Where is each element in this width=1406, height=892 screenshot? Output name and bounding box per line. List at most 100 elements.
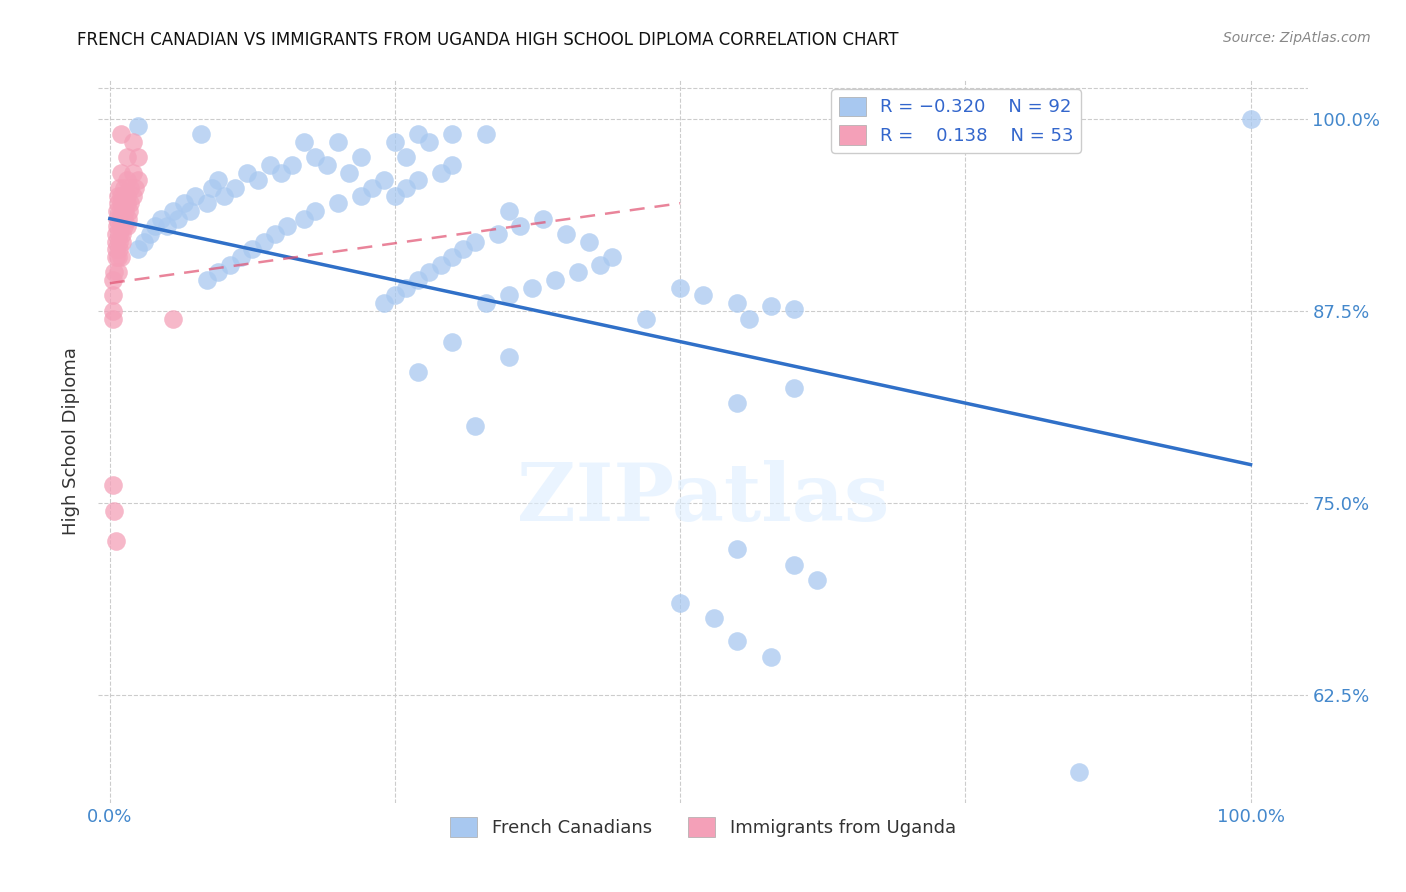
Point	[337, 165, 360, 179]
Point	[326, 196, 349, 211]
Point	[115, 150, 138, 164]
Point	[104, 243, 127, 257]
Point	[127, 173, 149, 187]
Point	[195, 273, 218, 287]
Point	[578, 235, 600, 249]
Point	[589, 258, 612, 272]
Point	[110, 165, 132, 179]
Point	[806, 573, 828, 587]
Point	[384, 288, 406, 302]
Point	[464, 419, 486, 434]
Point	[173, 196, 195, 211]
Point	[486, 227, 509, 241]
Point	[103, 477, 125, 491]
Point	[162, 203, 184, 218]
Point	[218, 258, 240, 272]
Point	[145, 219, 167, 234]
Point	[350, 150, 373, 164]
Point	[108, 235, 131, 249]
Point	[127, 243, 149, 257]
Point	[156, 219, 179, 234]
Point	[783, 558, 806, 572]
Point	[108, 203, 131, 218]
Point	[127, 150, 149, 164]
Point	[725, 542, 748, 557]
Point	[111, 235, 134, 249]
Point	[132, 235, 155, 249]
Point	[184, 188, 207, 202]
Y-axis label: High School Diploma: High School Diploma	[62, 348, 80, 535]
Point	[104, 235, 127, 249]
Point	[121, 188, 143, 202]
Point	[105, 203, 128, 218]
Point	[395, 181, 418, 195]
Point	[475, 296, 498, 310]
Point	[235, 165, 257, 179]
Point	[117, 211, 139, 226]
Point	[406, 273, 429, 287]
Point	[783, 302, 806, 317]
Point	[110, 188, 132, 202]
Point	[104, 534, 127, 549]
Point	[105, 219, 128, 234]
Point	[162, 311, 184, 326]
Point	[509, 219, 531, 234]
Point	[600, 250, 623, 264]
Point	[104, 227, 127, 241]
Point	[304, 203, 326, 218]
Point	[270, 165, 292, 179]
Point	[120, 181, 142, 195]
Point	[167, 211, 190, 226]
Point	[207, 173, 229, 187]
Point	[103, 504, 125, 518]
Point	[103, 273, 125, 287]
Point	[229, 250, 252, 264]
Point	[124, 181, 146, 195]
Text: Source: ZipAtlas.com: Source: ZipAtlas.com	[1223, 31, 1371, 45]
Point	[567, 265, 589, 279]
Point	[703, 611, 725, 625]
Point	[112, 181, 135, 195]
Point	[441, 158, 464, 172]
Point	[361, 181, 384, 195]
Point	[725, 396, 748, 410]
Point	[395, 281, 418, 295]
Point	[108, 227, 131, 241]
Point	[107, 265, 129, 279]
Point	[761, 649, 783, 664]
Point	[107, 250, 129, 264]
Point	[107, 196, 129, 211]
Legend: French Canadians, Immigrants from Uganda: French Canadians, Immigrants from Uganda	[443, 810, 963, 845]
Point	[120, 196, 142, 211]
Point	[212, 188, 235, 202]
Point	[179, 203, 201, 218]
Point	[190, 127, 212, 141]
Point	[259, 158, 281, 172]
Point	[242, 243, 264, 257]
Point	[105, 211, 128, 226]
Point	[498, 288, 520, 302]
Point	[207, 265, 229, 279]
Point	[103, 304, 125, 318]
Point	[276, 219, 298, 234]
Point	[110, 127, 132, 141]
Point	[139, 227, 162, 241]
Point	[520, 281, 543, 295]
Point	[201, 181, 224, 195]
Point	[108, 181, 131, 195]
Point	[264, 227, 287, 241]
Point	[304, 150, 326, 164]
Point	[103, 265, 125, 279]
Point	[292, 211, 315, 226]
Point	[441, 127, 464, 141]
Point	[531, 211, 554, 226]
Point	[384, 135, 406, 149]
Point	[373, 173, 395, 187]
Text: FRENCH CANADIAN VS IMMIGRANTS FROM UGANDA HIGH SCHOOL DIPLOMA CORRELATION CHART: FRENCH CANADIAN VS IMMIGRANTS FROM UGAND…	[77, 31, 898, 49]
Point	[103, 311, 125, 326]
Point	[110, 196, 132, 211]
Point	[395, 150, 418, 164]
Point	[115, 188, 138, 202]
Point	[418, 135, 440, 149]
Point	[634, 311, 657, 326]
